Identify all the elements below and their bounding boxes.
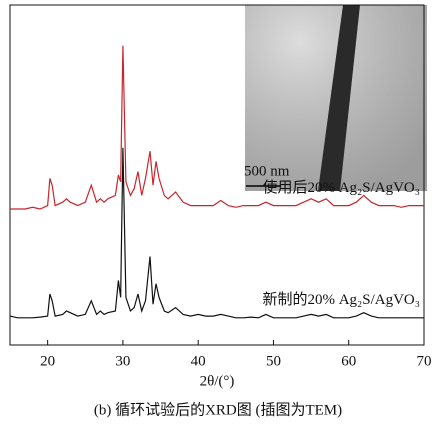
series-label: 新制的20% Ag₂S/AgVO₃ — [262, 291, 420, 308]
chart: 500 nm 2θ/(°) (b) 循环试验后的XRD图 (插图为TEM) 20… — [0, 0, 436, 430]
x-tick-label: 50 — [266, 353, 281, 369]
x-tick-label: 70 — [417, 353, 432, 369]
x-tick-label: 40 — [191, 353, 206, 369]
caption: (b) 循环试验后的XRD图 (插图为TEM) — [94, 401, 342, 418]
series-label: 使用后20% Ag₂S/AgVO₃ — [262, 179, 420, 196]
scale-label: 500 nm — [244, 163, 290, 179]
x-tick-label: 20 — [40, 353, 55, 369]
inset-tem: 500 nm — [244, 5, 427, 191]
x-tick-label: 30 — [115, 353, 130, 369]
x-axis-label: 2θ/(°) — [200, 373, 235, 389]
x-tick-label: 60 — [341, 353, 356, 369]
